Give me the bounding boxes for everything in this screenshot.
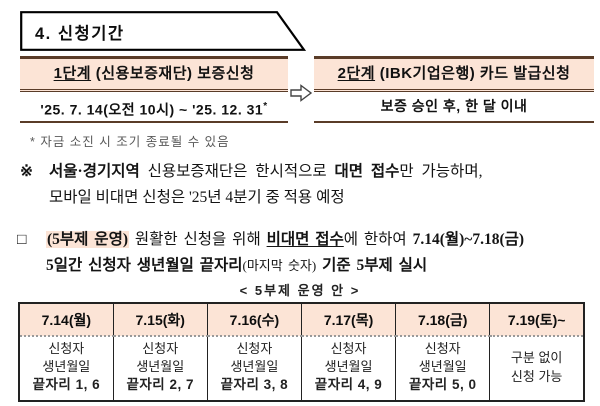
reference-mark-icon: ※ — [20, 163, 33, 180]
notice-line1: 서울·경기지역 신용보증재단은 한시적으로 대면 접수만 가능하며, — [49, 159, 586, 185]
five-day-table: 7.14(월) 7.15(화) 7.16(수) 7.17(목) 7.18(금) … — [18, 302, 585, 403]
page-title-tab: 4. 신청기간 — [20, 11, 307, 51]
table-cell: 신청자 생년월일 끝자리 2, 7 — [112, 336, 208, 402]
step1-label-underlined: 1단계 — [53, 65, 92, 82]
table-header-cell: 7.19(토)~ — [489, 303, 584, 337]
cell-line2: 생년월일 — [324, 359, 373, 375]
table-cell: 신청자 생년월일 끝자리 3, 8 — [206, 336, 302, 402]
application-steps: 1단계 (신용보증재단) 보증신청 '25. 7. 14(오전 10시) ~ '… — [20, 56, 594, 123]
table-body-row: 신청자 생년월일 끝자리 1, 6 신청자 생년월일 끝자리 2, 7 신청자 … — [19, 336, 584, 402]
table-header-cell: 7.14(월) — [19, 303, 114, 337]
table-caption: < 5부제 운영 안 > — [239, 283, 361, 298]
cell-line1: 구분 없이 — [510, 350, 563, 366]
five-day-underline: 비대면 접수 — [266, 231, 344, 248]
table-cell: 신청자 생년월일 끝자리 4, 9 — [300, 336, 396, 402]
step1-header: 1단계 (신용보증재단) 보증신청 — [20, 59, 288, 92]
cell-line3: 끝자리 3, 8 — [220, 377, 289, 393]
cell-line2: 신청 가능 — [510, 368, 563, 384]
square-bullet-icon: □ — [17, 231, 27, 248]
table-cell: 구분 없이 신청 가능 — [489, 336, 584, 402]
five-day-highlight: (5부제 운영) — [46, 231, 129, 248]
notice-line2: 모바일 비대면 신청은 '25년 4분기 중 적용 예정 — [49, 189, 345, 206]
cell-line3: 끝자리 1, 6 — [32, 377, 101, 393]
page-title: 4. 신청기간 — [35, 25, 125, 43]
cell-line2: 생년월일 — [136, 359, 185, 375]
five-day-text: (5부제 운영) 원활한 신청을 위해 비대면 접수에 한하여 7.14(월)~… — [46, 227, 589, 279]
step1-label-rest: (신용보증재단) 보증신청 — [91, 65, 255, 82]
table-cell: 신청자 생년월일 끝자리 1, 6 — [19, 336, 113, 401]
cell-line3: 끝자리 4, 9 — [314, 377, 383, 393]
step-arrow-zone — [288, 56, 314, 103]
step2-label-rest: (IBK기업은행) 카드 발급신청 — [375, 65, 571, 82]
five-day-dates: 7.14(월)~7.18(금) — [412, 231, 525, 248]
step2-box: 2단계 (IBK기업은행) 카드 발급신청 보증 승인 후, 한 달 이내 — [314, 56, 594, 123]
cell-line3: 끝자리 2, 7 — [126, 377, 194, 393]
step2-period: 보증 승인 후, 한 달 이내 — [314, 92, 594, 123]
table-header-cell: 7.16(수) — [206, 303, 302, 337]
step1-period-text: '25. 7. 14(오전 10시) ~ '25. 12. 31 — [40, 101, 264, 118]
five-day-table-wrap: 7.14(월) 7.15(화) 7.16(수) 7.17(목) 7.18(금) … — [18, 302, 585, 403]
five-day-text1: 원활한 신청을 위해 — [129, 231, 267, 248]
cell-line1: 신청자 — [48, 341, 85, 356]
five-day-line2-bold2: 기준 5부제 실시 — [316, 257, 428, 274]
table-header-cell: 7.17(목) — [300, 303, 396, 337]
cell-line3: 끝자리 5, 0 — [408, 377, 477, 393]
step2-label-underlined: 2단계 — [337, 65, 376, 82]
step1-period-asterisk: * — [263, 101, 268, 112]
notice-section: ※ 서울·경기지역 신용보증재단은 한시적으로 대면 접수만 가능하며, 모바일… — [20, 159, 586, 211]
table-header-row: 7.14(월) 7.15(화) 7.16(수) 7.17(목) 7.18(금) … — [19, 303, 584, 337]
five-day-line2-bold1: 5일간 신청자 생년월일 끝자리 — [46, 257, 243, 274]
notice-text1: 신용보증재단은 한시적으로 — [139, 163, 335, 180]
table-cell: 신청자 생년월일 끝자리 5, 0 — [395, 336, 490, 402]
notice-text: 서울·경기지역 신용보증재단은 한시적으로 대면 접수만 가능하며, 모바일 비… — [49, 159, 586, 211]
footnote: * 자금 소진 시 조기 종료될 수 있음 — [30, 135, 230, 149]
cell-line2: 생년월일 — [418, 359, 467, 375]
cell-line2: 생년월일 — [230, 359, 279, 375]
five-day-line2: 5일간 신청자 생년월일 끝자리(마지막 숫자) 기준 5부제 실시 — [46, 253, 589, 279]
cell-line1: 신청자 — [236, 341, 273, 356]
cell-line1: 신청자 — [330, 341, 367, 356]
table-header-cell: 7.18(금) — [395, 303, 490, 337]
cell-line2: 생년월일 — [42, 359, 91, 375]
cell-line1: 신청자 — [424, 341, 461, 356]
five-day-line2-paren: (마지막 숫자) — [242, 258, 317, 273]
table-header-cell: 7.15(화) — [112, 303, 208, 337]
five-day-section: □ (5부제 운영) 원활한 신청을 위해 비대면 접수에 한하여 7.14(월… — [17, 227, 589, 279]
five-day-text2: 에 한하여 — [343, 231, 413, 248]
step2-header: 2단계 (IBK기업은행) 카드 발급신청 — [314, 59, 594, 92]
step1-box: 1단계 (신용보증재단) 보증신청 '25. 7. 14(오전 10시) ~ '… — [20, 56, 288, 123]
notice-text2: 만 가능하며, — [399, 163, 483, 180]
step1-period: '25. 7. 14(오전 10시) ~ '25. 12. 31* — [20, 92, 288, 123]
notice-region-bold: 서울·경기지역 — [49, 163, 140, 180]
title-tab-shape — [20, 11, 307, 51]
cell-line1: 신청자 — [142, 341, 179, 356]
notice-inperson-bold: 대면 접수 — [334, 163, 400, 180]
five-day-line1: (5부제 운영) 원활한 신청을 위해 비대면 접수에 한하여 7.14(월)~… — [46, 227, 589, 253]
arrow-right-icon — [290, 84, 313, 102]
